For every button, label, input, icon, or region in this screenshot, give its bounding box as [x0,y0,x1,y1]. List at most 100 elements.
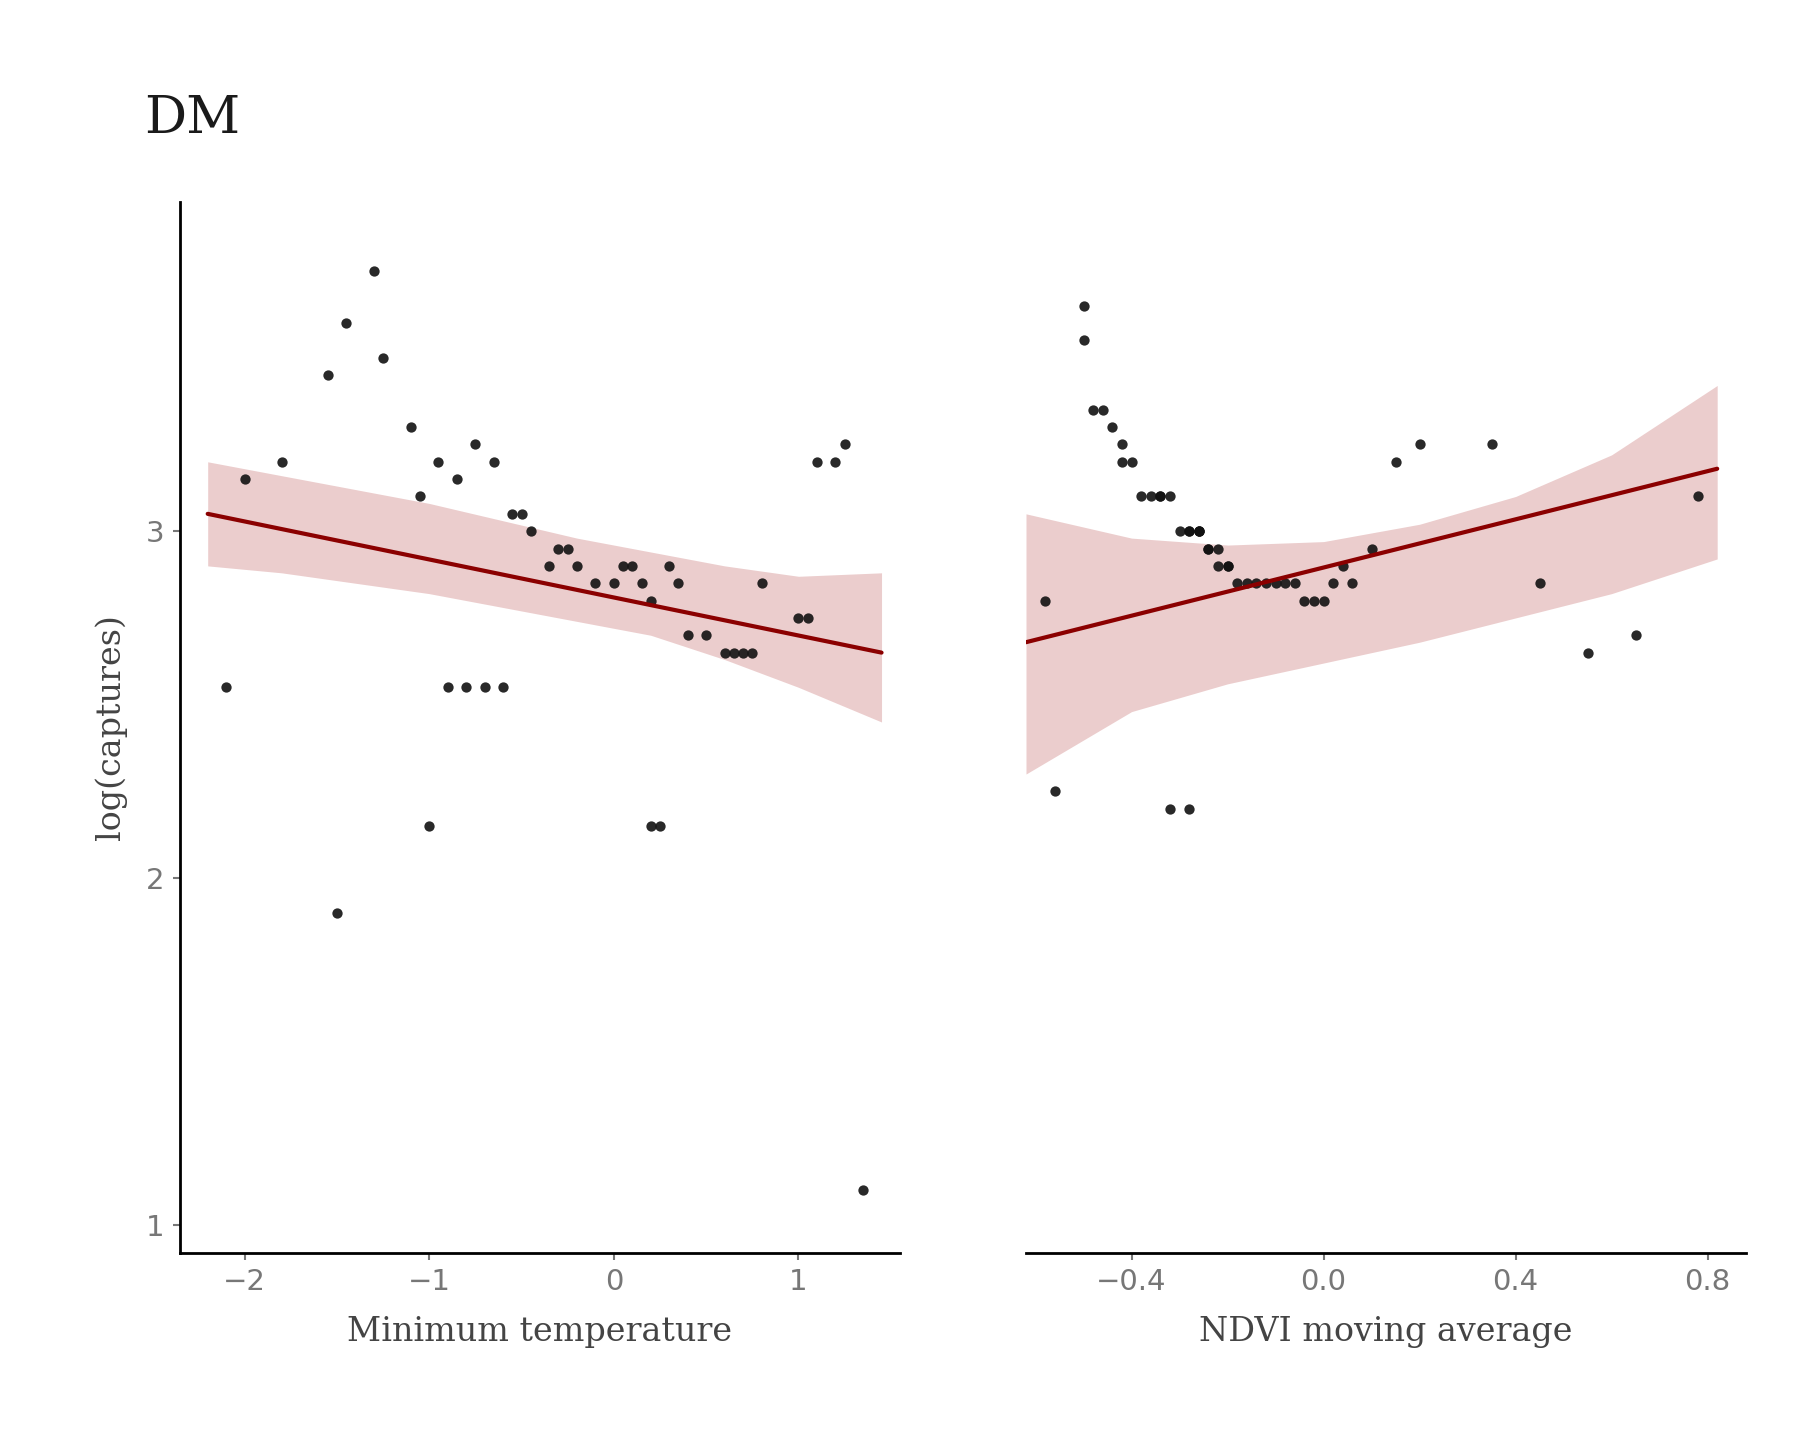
Point [488,675,517,698]
Point [544,537,572,560]
Point [479,451,508,474]
Point [1184,520,1213,543]
Point [1175,520,1204,543]
Point [369,346,398,369]
Point [581,572,610,595]
Point [499,503,527,526]
Point [1147,485,1175,508]
Point [785,606,814,629]
Point [1089,399,1118,422]
Point [821,451,850,474]
Point [738,641,767,664]
Point [599,572,628,595]
Point [230,468,259,491]
Text: DM: DM [144,94,239,144]
Point [711,641,740,664]
Y-axis label: log(captures): log(captures) [94,615,126,840]
Point [1184,520,1213,543]
Point [443,468,472,491]
Point [1213,554,1242,577]
Point [414,815,443,838]
Point [664,572,693,595]
Point [1127,485,1156,508]
Point [747,572,776,595]
Point [1300,589,1328,612]
Point [1204,554,1233,577]
Point [1204,537,1233,560]
Point [1381,451,1409,474]
X-axis label: Minimum temperature: Minimum temperature [347,1316,733,1348]
Point [608,554,637,577]
Point [405,485,434,508]
Point [1069,294,1098,317]
Point [1193,537,1222,560]
Point [673,624,702,647]
Point [212,675,241,698]
Point [517,520,545,543]
Point [1280,572,1309,595]
Point [1078,399,1107,422]
Point [803,451,832,474]
Point [729,641,758,664]
Point [1031,589,1060,612]
Point [563,554,592,577]
Point [1291,589,1319,612]
Point [1478,433,1507,456]
Point [1262,572,1291,595]
Point [1233,572,1262,595]
Point [553,537,581,560]
Point [470,675,499,698]
Point [1622,624,1651,647]
Point [1118,451,1147,474]
Point [626,572,655,595]
Point [1251,572,1280,595]
Point [1357,537,1386,560]
Point [720,641,749,664]
Point [1271,572,1300,595]
Point [313,363,342,386]
Point [535,554,563,577]
Point [1525,572,1553,595]
Point [1175,520,1204,543]
Point [508,503,536,526]
Point [1319,572,1348,595]
Point [1098,416,1127,439]
Point [617,554,646,577]
Point [848,1179,877,1202]
Point [452,675,481,698]
Point [655,554,684,577]
Point [322,901,351,924]
Point [1107,433,1136,456]
Point [1136,485,1165,508]
Point [1040,780,1069,804]
Point [1222,572,1251,595]
Point [1165,520,1193,543]
Point [360,259,389,282]
Point [637,589,666,612]
Point [1309,589,1337,612]
X-axis label: NDVI moving average: NDVI moving average [1199,1316,1573,1348]
Point [1213,554,1242,577]
Point [1328,554,1357,577]
Point [461,433,490,456]
Point [1242,572,1271,595]
Point [1156,798,1184,821]
Point [794,606,823,629]
Point [425,451,454,474]
Point [396,416,425,439]
Point [434,675,463,698]
Point [1406,433,1435,456]
Point [637,815,666,838]
Point [691,624,720,647]
Point [1193,537,1222,560]
Point [1147,485,1175,508]
Point [266,451,295,474]
Point [1573,641,1602,664]
Point [1175,798,1204,821]
Point [1184,520,1213,543]
Point [1107,451,1136,474]
Point [1069,328,1098,351]
Point [331,311,360,334]
Point [1337,572,1366,595]
Point [646,815,675,838]
